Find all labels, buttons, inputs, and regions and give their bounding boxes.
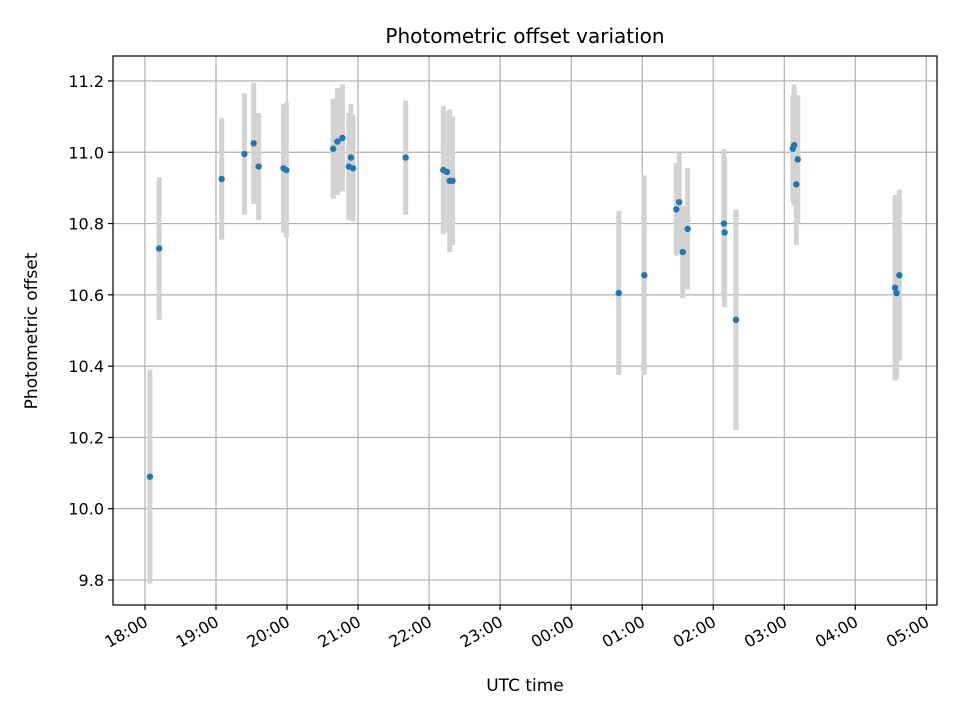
data-point <box>721 229 728 236</box>
data-point <box>891 284 899 291</box>
y-tick-label: 10.2 <box>68 428 104 447</box>
data-point <box>896 272 903 279</box>
data-point <box>349 165 357 172</box>
data-point <box>402 154 409 161</box>
data-point <box>255 163 262 170</box>
data-point <box>449 177 456 184</box>
y-axis-label: Photometric offset <box>22 252 42 409</box>
data-point <box>218 175 225 183</box>
data-point <box>684 225 691 233</box>
data-point <box>443 168 451 176</box>
data-point <box>146 473 154 480</box>
grid-layer <box>113 56 937 605</box>
data-point <box>155 245 163 252</box>
data-point <box>720 220 728 227</box>
plot-frame <box>112 55 938 606</box>
y-tick-label: 10.4 <box>68 357 104 376</box>
y-tick-label: 11.2 <box>68 72 104 91</box>
data-point <box>793 181 800 188</box>
y-tick-label: 10.8 <box>68 215 104 234</box>
data-point <box>679 248 686 256</box>
data-point <box>673 206 680 213</box>
data-point <box>334 138 341 145</box>
y-tick-label: 10.6 <box>68 286 104 305</box>
data-point <box>250 140 257 147</box>
data-point <box>347 154 355 161</box>
data-point <box>241 150 248 158</box>
data-point <box>615 289 622 297</box>
data-point <box>330 145 337 152</box>
data-point <box>675 198 683 206</box>
chart-title: Photometric offset variation <box>385 24 664 48</box>
data-point <box>339 134 346 142</box>
data-point <box>283 166 290 174</box>
data-point <box>791 141 798 149</box>
point-layer <box>146 134 903 480</box>
y-tick-label: 10.0 <box>68 500 104 519</box>
y-tick-label: 11.0 <box>68 143 104 162</box>
data-point <box>641 272 648 279</box>
data-point <box>893 289 900 297</box>
y-tick-label: 9.8 <box>79 571 104 590</box>
data-point <box>732 316 740 324</box>
x-axis-label: UTC time <box>486 676 564 696</box>
data-point <box>794 156 801 163</box>
